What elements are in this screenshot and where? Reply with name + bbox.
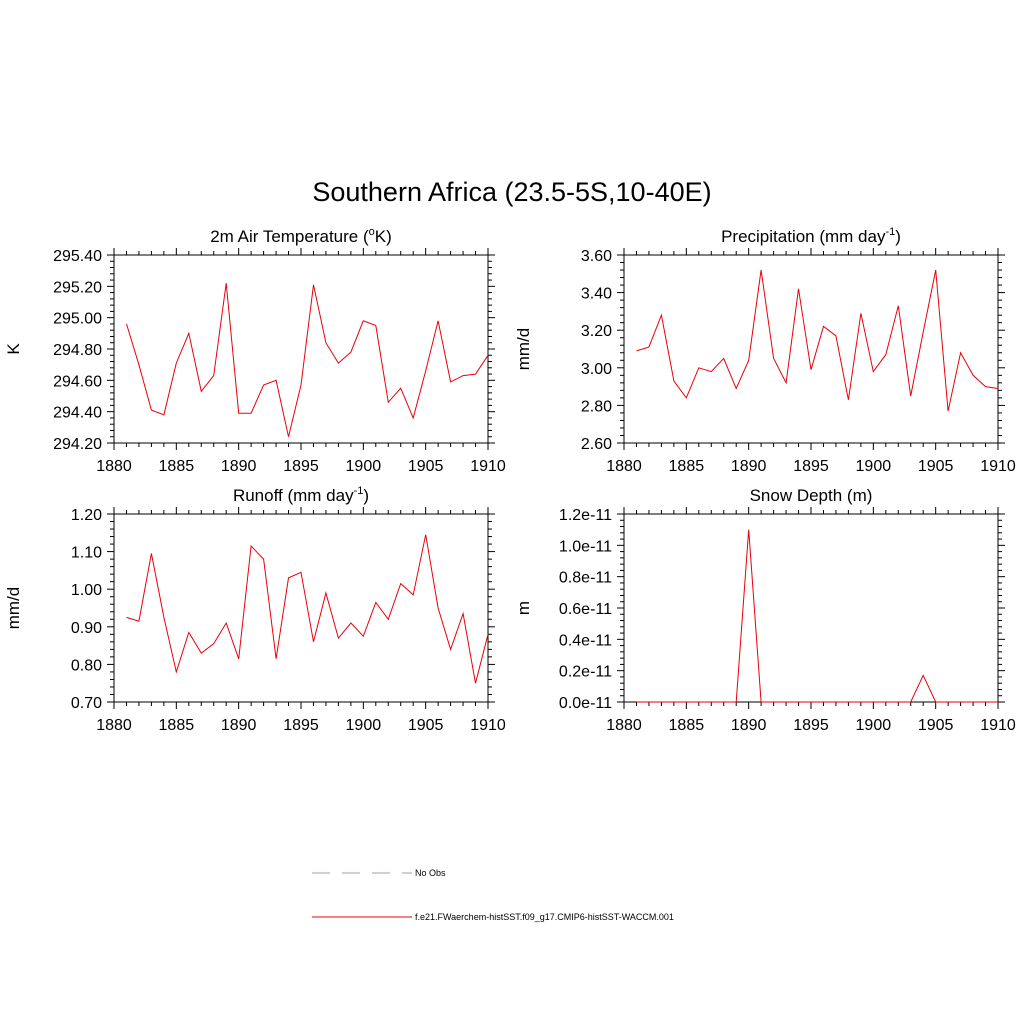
x-tick-label: 1880 xyxy=(96,717,132,734)
x-tick-label: 1890 xyxy=(221,717,257,734)
x-tick-label: 1885 xyxy=(669,458,705,475)
x-tick-label: 1905 xyxy=(918,717,954,734)
y-axis-label: m xyxy=(514,601,533,615)
y-tick-label: 0.0e-11 xyxy=(559,695,612,712)
x-tick-label: 1910 xyxy=(980,458,1016,475)
series-line xyxy=(636,529,998,703)
y-tick-label: 295.40 xyxy=(53,248,102,265)
x-tick-label: 1885 xyxy=(159,458,195,475)
y-axis-label: K xyxy=(4,343,23,355)
x-tick-label: 1890 xyxy=(221,458,257,475)
x-tick-label: 1905 xyxy=(918,458,954,475)
x-tick-label: 1880 xyxy=(96,458,132,475)
panel-4: Snow Depth (m) m 1880 1885 1890 1895 1900 1905 1… xyxy=(514,486,1016,734)
x-tick-label: 1895 xyxy=(793,458,829,475)
x-tick-label: 1895 xyxy=(793,717,829,734)
y-tick-label: 0.4e-11 xyxy=(559,632,612,649)
panel-3: Runoff (mm day-1) mm/d 1880 1885 1890 1895 190… xyxy=(4,485,506,734)
plot-frame xyxy=(623,254,999,444)
y-tick-label: 1.0e-11 xyxy=(559,538,612,555)
y-tick-label: 295.00 xyxy=(53,311,102,328)
x-tick-label: 1900 xyxy=(346,458,382,475)
y-tick-label: 1.2e-11 xyxy=(559,507,612,524)
panels: 2m Air Temperature (oK) K 1880 1885 1890 1895… xyxy=(4,226,1016,734)
y-tick-label: 3.20 xyxy=(581,323,612,340)
x-tick-label: 1905 xyxy=(408,458,444,475)
legend: No Obs f.e21.FWaerchem-histSST.f09_g17.CM… xyxy=(312,868,674,922)
x-tick-label: 1910 xyxy=(470,717,506,734)
y-tick-label: 0.6e-11 xyxy=(559,601,612,618)
x-tick-label: 1895 xyxy=(283,458,319,475)
panel-title: Snow Depth (m) xyxy=(750,486,873,505)
x-tick-label: 1900 xyxy=(856,717,892,734)
y-tick-label: 0.8e-11 xyxy=(559,570,612,587)
plot-frame xyxy=(113,513,489,703)
x-tick-label: 1900 xyxy=(346,717,382,734)
x-tick-label: 1880 xyxy=(606,717,642,734)
y-tick-label: 2.60 xyxy=(581,436,612,453)
y-axis-label: mm/d xyxy=(4,587,23,630)
x-tick-label: 1885 xyxy=(669,717,705,734)
y-tick-label: 295.20 xyxy=(53,279,102,296)
plot-frame xyxy=(623,513,999,703)
y-tick-label: 294.20 xyxy=(53,436,102,453)
series-line xyxy=(636,269,999,412)
x-tick-label: 1895 xyxy=(283,717,319,734)
panel-2: Precipitation (mm day-1) mm/d 1880 1885 1890… xyxy=(514,226,1016,475)
y-tick-label: 3.00 xyxy=(581,361,612,378)
y-tick-label: 294.40 xyxy=(53,405,102,422)
y-tick-label: 3.40 xyxy=(581,286,612,303)
x-tick-label: 1885 xyxy=(159,717,195,734)
panel-title: Precipitation (mm day-1) xyxy=(721,226,901,246)
y-tick-label: 1.00 xyxy=(71,582,102,599)
y-tick-label: 0.2e-11 xyxy=(559,664,612,681)
y-tick-label: 2.80 xyxy=(581,398,612,415)
y-tick-label: 1.10 xyxy=(71,545,102,562)
y-tick-label: 294.60 xyxy=(53,373,102,390)
panel-1: 2m Air Temperature (oK) K 1880 1885 1890 1895… xyxy=(4,226,506,475)
x-tick-label: 1890 xyxy=(731,717,767,734)
x-tick-label: 1905 xyxy=(408,717,444,734)
y-tick-label: 1.20 xyxy=(71,507,102,524)
series-line xyxy=(126,534,489,684)
legend-label: No Obs xyxy=(415,868,446,878)
x-tick-label: 1880 xyxy=(606,458,642,475)
x-tick-label: 1910 xyxy=(470,458,506,475)
x-tick-label: 1890 xyxy=(731,458,767,475)
y-tick-label: 0.90 xyxy=(71,620,102,637)
y-tick-label: 0.70 xyxy=(71,695,102,712)
y-tick-label: 3.60 xyxy=(581,248,612,265)
panel-title: 2m Air Temperature (oK) xyxy=(210,226,392,246)
y-tick-label: 0.80 xyxy=(71,657,102,674)
x-tick-label: 1900 xyxy=(856,458,892,475)
legend-label: f.e21.FWaerchem-histSST.f09_g17.CMIP6-hi… xyxy=(415,912,674,922)
panel-title: Runoff (mm day-1) xyxy=(233,485,369,505)
legend-item: No Obs xyxy=(312,868,446,878)
legend-item: f.e21.FWaerchem-histSST.f09_g17.CMIP6-hi… xyxy=(312,912,674,922)
plot-frame xyxy=(113,254,489,444)
y-axis-label: mm/d xyxy=(514,328,533,371)
series-line xyxy=(126,283,489,437)
y-tick-label: 294.80 xyxy=(53,342,102,359)
x-tick-label: 1910 xyxy=(980,717,1016,734)
main-title: Southern Africa (23.5-5S,10-40E) xyxy=(312,177,711,207)
